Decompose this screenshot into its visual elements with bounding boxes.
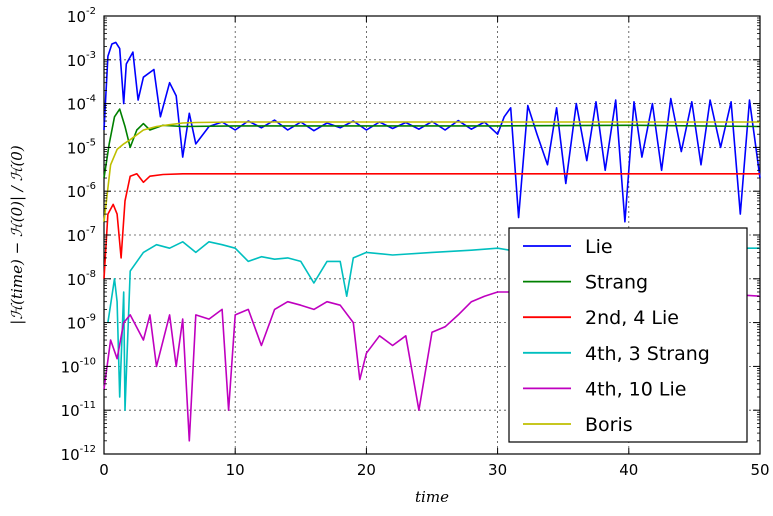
y-tick-label: 10-4 — [67, 94, 96, 114]
y-tick-label: 10-7 — [67, 225, 96, 245]
legend-label: 4th, 3 Strang — [585, 343, 710, 365]
y-tick-base: 10 — [61, 446, 80, 464]
y-tick-base: 10 — [67, 271, 86, 289]
y-tick-exponent: -8 — [86, 269, 96, 280]
y-tick-label: 10-12 — [61, 444, 96, 464]
y-tick-base: 10 — [67, 227, 86, 245]
y-tick-exponent: -10 — [80, 356, 96, 367]
y-tick-label: 10-5 — [67, 137, 96, 157]
series-line-boris — [103, 121, 760, 222]
legend-label: Lie — [585, 236, 613, 258]
y-tick-exponent: -3 — [86, 50, 96, 61]
legend-label: 4th, 10 Lie — [585, 378, 686, 400]
legend-label: Boris — [585, 414, 633, 436]
legend-label: 2nd, 4 Lie — [585, 307, 679, 329]
y-tick-exponent: -2 — [86, 6, 96, 17]
series-line-strang — [103, 108, 761, 179]
legend-label: Strang — [585, 272, 648, 294]
ticks — [103, 15, 761, 455]
y-tick-base: 10 — [61, 358, 80, 376]
y-tick-label: 10-2 — [67, 6, 96, 26]
y-tick-exponent: -11 — [80, 400, 96, 411]
y-tick-base: 10 — [67, 52, 86, 70]
x-tick-label: 20 — [357, 461, 376, 479]
x-axis-label: time — [415, 488, 449, 506]
x-tick-label: 30 — [488, 461, 507, 479]
y-tick-label: 10-6 — [67, 181, 96, 201]
series-layer — [103, 41, 761, 442]
y-tick-exponent: -4 — [86, 94, 96, 105]
x-tick-label: 10 — [226, 461, 245, 479]
y-tick-base: 10 — [67, 315, 86, 333]
y-tick-base: 10 — [67, 183, 86, 201]
y-tick-base: 10 — [67, 139, 86, 157]
y-tick-label: 10-11 — [61, 400, 96, 420]
tick-labels: 0 10 20 30 40 5010-210-310-410-510-610-710-81… — [61, 6, 770, 479]
y-tick-label: 10-8 — [67, 269, 96, 289]
y-tick-label: 10-10 — [61, 356, 96, 376]
y-tick-exponent: -5 — [86, 137, 96, 148]
y-tick-exponent: -9 — [86, 313, 96, 324]
legend-box — [508, 227, 748, 443]
y-tick-base: 10 — [61, 402, 80, 420]
x-tick-label: 0 — [99, 461, 109, 479]
y-tick-base: 10 — [67, 96, 86, 114]
series-line-2nd-4-lie — [103, 173, 760, 279]
legend: Lie Strang 2nd, 4 Lie 4th, 3 Strang 4th, 10 … — [508, 227, 748, 443]
y-tick-label: 10-3 — [67, 50, 96, 70]
y-tick-exponent: -7 — [86, 225, 96, 236]
x-tick-label: 50 — [750, 461, 769, 479]
y-tick-base: 10 — [67, 8, 86, 26]
y-axis-label: |ℋ(time) − ℋ(0)| / ℋ(0) — [8, 145, 26, 325]
x-tick-label: 40 — [619, 461, 638, 479]
y-tick-exponent: -12 — [80, 444, 96, 455]
y-tick-exponent: -6 — [86, 181, 96, 192]
y-tick-label: 10-9 — [67, 313, 96, 333]
series-line-4th-10-lie — [103, 291, 761, 442]
